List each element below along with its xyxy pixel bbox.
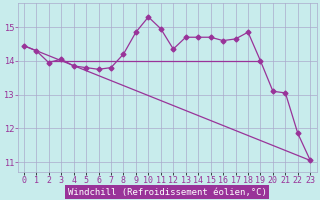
X-axis label: Windchill (Refroidissement éolien,°C): Windchill (Refroidissement éolien,°C) — [68, 188, 267, 197]
